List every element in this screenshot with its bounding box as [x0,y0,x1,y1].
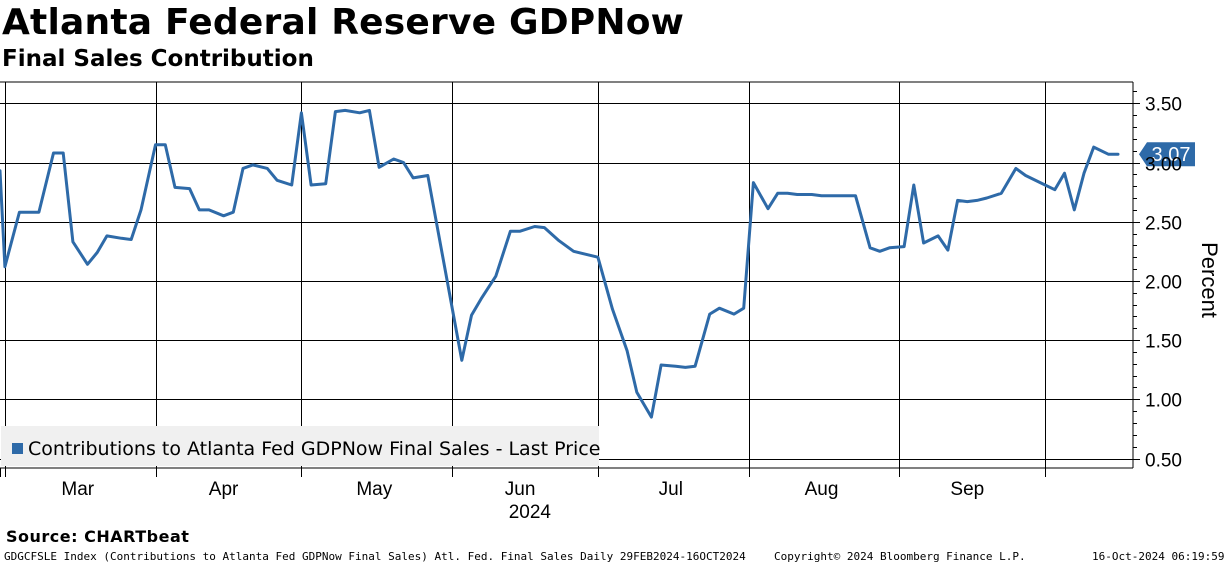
x-tick-label: Apr [209,479,239,500]
x-tick-label: Jun [505,479,536,500]
y-axis-labels: 0.50 1.00 1.50 2.00 2.50 3.00 3.50 [1145,95,1182,472]
y-axis-title: Percent [1197,242,1222,318]
y-tick-label: 2.50 [1145,214,1182,235]
x-tick-label: May [356,479,392,500]
x-axis-labels: Mar Apr May Jun Jul Aug Sep [61,479,984,500]
legend-swatch [12,443,23,454]
legend-entry: Contributions to Atlanta Fed GDPNow Fina… [28,438,600,460]
x-axis-ticks [0,468,1046,477]
x-tick-label: Jul [659,479,683,500]
chart-title: Atlanta Federal Reserve GDPNow [2,2,685,43]
copyright-note: Copyright© 2024 Bloomberg Finance L.P. [774,550,1026,563]
x-axis-year-label: 2024 [509,502,552,523]
series-line [0,108,1120,419]
x-tick-label: Aug [805,479,839,500]
last-value-badge-shape [1139,142,1195,167]
chart-subtitle: Final Sales Contribution [2,46,314,72]
y-gridlines [0,103,1133,460]
legend: Contributions to Atlanta Fed GDPNow Fina… [1,426,600,466]
timestamp: 16-Oct-2024 06:19:59 [1092,550,1224,563]
ticker-description: GDGCFSLE Index (Contributions to Atlanta… [4,550,746,563]
x-tick-label: Mar [61,479,94,500]
y-tick-label: 0.50 [1145,451,1182,472]
y-tick-label: 3.50 [1145,95,1182,116]
y-tick-label: 2.00 [1145,273,1182,294]
y-tick-label: 1.50 [1145,332,1182,353]
y-axis-ticks [1133,91,1140,460]
y-tick-label: 1.00 [1145,391,1182,412]
last-value-label: 3.07 [1152,144,1191,166]
y-tick-label: 3.00 [1145,155,1182,176]
x-tick-label: Sep [950,479,984,500]
last-value-badge: 3.07 [1139,142,1195,167]
legend-background [1,426,599,466]
source-note: Source: CHARTbeat [6,527,190,546]
x-gridlines [5,82,1046,468]
